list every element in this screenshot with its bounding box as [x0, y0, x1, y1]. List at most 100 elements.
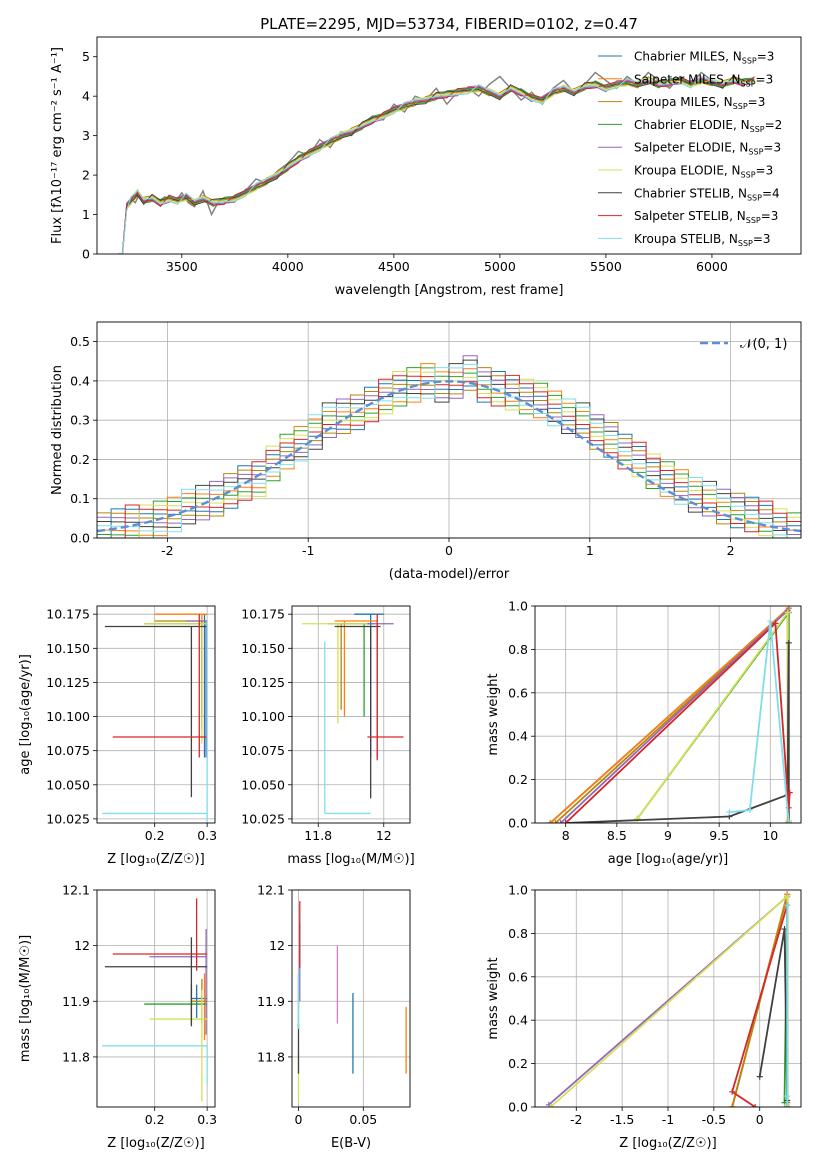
x-tick-label: -1: [302, 543, 314, 558]
x-tick-label: -2: [161, 543, 173, 558]
y-tick-label: 0.4: [70, 373, 90, 388]
weight-marker: [756, 1073, 763, 1080]
x-tick-label: 12: [376, 828, 392, 843]
axes-mass-vs-extinction: 0 0.05 11.8 11.9 12 12.1 E(B-V): [257, 883, 411, 1151]
axes-frame: [291, 889, 411, 1108]
x-tick-label: 8.5: [607, 828, 627, 843]
normal-curve: [97, 380, 801, 533]
axes-mass-vs-metallicity: 0.2 0.3 11.8 11.9 12 12.1 Z [log₁₀(Z/Z☉)] mass …: [18, 883, 217, 1152]
y-tick-label: 0.4: [508, 729, 528, 744]
x-tick-label: 3500: [166, 259, 198, 274]
y-tick-label: 0.2: [508, 1056, 528, 1071]
y-tick-label: 10.050: [241, 777, 285, 792]
plot-area-weight-vs-age: [547, 606, 793, 823]
x-tick-label: 0: [295, 1112, 303, 1127]
figure-title: PLATE=2295, MJD=53734, FIBERID=0102, z=0…: [260, 15, 638, 33]
plot-area-age-vs-mass: [301, 613, 404, 815]
x-tick-label: 9: [664, 828, 672, 843]
y-tick-label: 10.175: [241, 607, 285, 622]
weight-marker: [557, 820, 564, 823]
x-tick-label: -0.5: [702, 1112, 726, 1127]
weight-marker: [729, 1088, 736, 1095]
y-tick-label: 10.150: [241, 641, 285, 656]
axes-frame: [534, 889, 802, 1108]
y-tick-label: 0.8: [508, 642, 528, 657]
legend-entry: Chabrier ELODIE, NSSP=2: [634, 118, 782, 134]
y-tick-label: 0.0: [508, 816, 528, 831]
y-tick-label: 11.9: [257, 994, 285, 1009]
x-tick-label: 10: [762, 828, 778, 843]
y-tick-label: 12: [74, 938, 90, 953]
x-axis-label: mass [log₁₀(M/M☉)]: [287, 852, 414, 867]
x-tick-label: 0.3: [197, 1112, 217, 1127]
y-tick-label: 0.6: [508, 685, 528, 700]
plot-area-weight-vs-metallicity: [545, 891, 791, 1107]
x-tick-label: 0: [445, 543, 453, 558]
model-line: [118, 77, 755, 254]
y-tick-label: 10.100: [46, 709, 90, 724]
x-tick-label: 0.2: [145, 1112, 165, 1127]
x-tick-label: 5000: [484, 259, 516, 274]
x-tick-label: -1.5: [610, 1112, 634, 1127]
weight-marker: [784, 1093, 791, 1100]
y-tick-label: 10.025: [46, 811, 90, 826]
weight-line: [729, 621, 790, 823]
y-tick-label: 0.5: [70, 334, 90, 349]
weight-marker: [729, 1104, 736, 1107]
model-line: [118, 76, 755, 254]
x-tick-label: -1: [662, 1112, 674, 1127]
x-tick-label: 2: [727, 543, 735, 558]
y-axis-label: age [log₁₀(age/yr)]: [18, 654, 33, 775]
axes-frame: [96, 605, 216, 824]
x-axis-label: Z [log₁₀(Z/Z☉)]: [107, 852, 204, 867]
y-axis-label: Flux [fλ10⁻¹⁷ erg cm⁻² s⁻¹ A⁻¹]: [50, 47, 65, 244]
legend-entry: 𝒩(0, 1): [740, 337, 787, 352]
axes-weight-vs-metallicity: -2 -1.5 -1 -0.5 0 0.0 0.2 0.4 0.6 0.8 1.0 Z [log₁₀(…: [486, 883, 802, 1151]
y-tick-label: 0.2: [508, 772, 528, 787]
y-tick-label: 10.175: [46, 607, 90, 622]
y-tick-label: 0.2: [70, 452, 90, 467]
axes-age-vs-mass: 11.8 12 10.025 10.050 10.075 10.100 10.125 10.1…: [241, 605, 415, 867]
y-tick-label: 11.8: [62, 1049, 90, 1064]
y-axis-label: Normed distribution: [50, 365, 65, 495]
histogram-line: [97, 359, 801, 538]
plot-area-spectrum: [118, 71, 755, 254]
x-tick-label: 8: [562, 828, 570, 843]
y-tick-label: 10.100: [241, 709, 285, 724]
y-tick-label: 0.0: [508, 1100, 528, 1115]
y-tick-label: 11.9: [62, 994, 90, 1009]
plot-area-age-vs-metallicity: [102, 613, 208, 822]
y-tick-label: 2: [82, 168, 90, 183]
axes-frame: [534, 605, 802, 824]
legend-entry: Kroupa ELODIE, NSSP=3: [634, 164, 773, 180]
x-tick-label: 5500: [590, 259, 622, 274]
y-tick-label: 5: [82, 49, 90, 64]
weight-marker: [552, 820, 559, 823]
x-axis-label: age [log₁₀(age/yr)]: [608, 852, 729, 867]
legend-entry: Salpeter MILES, NSSP=3: [634, 72, 773, 88]
y-tick-label: 1: [82, 207, 90, 222]
x-axis-label: Z [log₁₀(Z/Z☉)]: [107, 1136, 204, 1151]
weight-marker: [784, 902, 791, 909]
x-tick-label: 6000: [696, 259, 728, 274]
y-axis-label: mass weight: [486, 673, 501, 755]
axes-age-vs-metallicity: 0.2 0.3 10.025 10.050 10.075 10.100 10.125 10.1…: [18, 605, 217, 867]
model-line: [118, 76, 755, 254]
x-tick-label: 0.2: [145, 828, 165, 843]
weight-marker: [785, 639, 792, 646]
plot-area-residuals: [97, 355, 801, 538]
weight-marker: [786, 789, 793, 796]
axes-frame: [291, 605, 411, 824]
histogram-line: [97, 363, 801, 538]
histogram-line: [97, 371, 801, 538]
weight-marker: [726, 809, 733, 816]
x-tick-label: 0: [756, 1112, 764, 1127]
plot-area-mass-vs-extinction: [297, 901, 407, 1102]
weight-marker: [784, 893, 791, 900]
y-axis-label: mass weight: [486, 957, 501, 1039]
x-tick-label: 4000: [272, 259, 304, 274]
legend-entry: Salpeter ELODIE, NSSP=3: [634, 141, 781, 157]
legend-entry: Chabrier MILES, NSSP=3: [634, 50, 774, 66]
x-axis-label: wavelength [Angstrom, rest frame]: [335, 283, 564, 298]
legend-residuals: 𝒩(0, 1): [700, 337, 787, 352]
